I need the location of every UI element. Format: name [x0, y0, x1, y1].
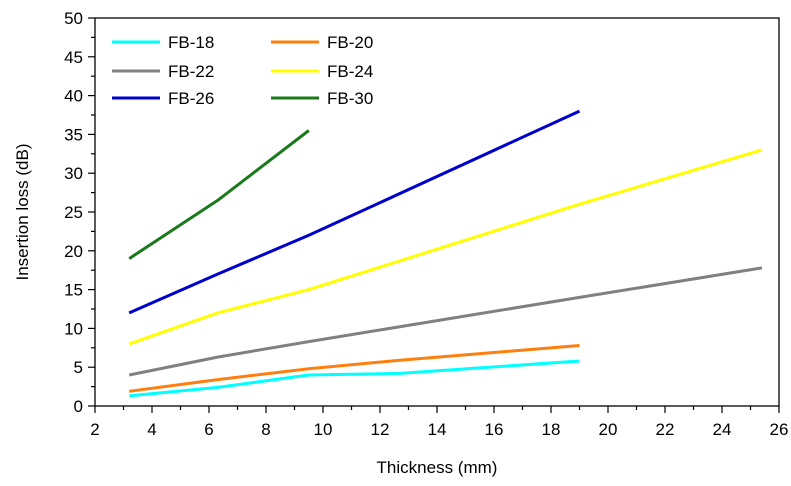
y-tick-label: 40 — [64, 87, 83, 106]
y-tick-label: 15 — [64, 281, 83, 300]
x-tick-label: 4 — [147, 420, 156, 439]
x-axis-title: Thickness (mm) — [377, 458, 498, 477]
y-tick-label: 0 — [74, 397, 83, 416]
series-line-fb-18 — [129, 359, 580, 398]
x-tick-label: 12 — [371, 420, 390, 439]
series-line-fb-22 — [128, 266, 763, 377]
x-tick-label: 8 — [261, 420, 270, 439]
x-tick-label: 16 — [485, 420, 504, 439]
y-tick-label: 25 — [64, 203, 83, 222]
x-tick-label: 14 — [428, 420, 447, 439]
y-axis-ticks: 0 5 10 15 20 25 30 35 40 45 50 — [64, 9, 95, 416]
x-tick-label: 2 — [90, 420, 99, 439]
legend: FB-18 FB-20 FB-22 FB-24 FB-26 FB-30 — [112, 33, 373, 108]
x-tick-label: 20 — [599, 420, 618, 439]
legend-label-fb-20: FB-20 — [327, 33, 373, 52]
series-line-fb-24 — [128, 148, 763, 346]
x-tick-label: 10 — [314, 420, 333, 439]
x-tick-label: 22 — [656, 420, 675, 439]
axes-layer: 2 4 6 8 10 12 14 16 18 20 22 24 26 05101520253035404… — [13, 9, 788, 477]
legend-label-fb-18: FB-18 — [168, 33, 214, 52]
y-tick-label: 10 — [64, 319, 83, 338]
x-tick-label: 18 — [542, 420, 561, 439]
plot-layer — [128, 109, 763, 398]
legend-label-fb-30: FB-30 — [327, 89, 373, 108]
x-tick-label: 24 — [713, 420, 732, 439]
x-axis-ticks: 2 4 6 8 10 12 14 16 18 20 22 24 26 — [90, 406, 788, 439]
legend-label-fb-26: FB-26 — [168, 89, 214, 108]
y-tick-label: 45 — [64, 48, 83, 67]
y-axis-title: Insertion loss (dB) — [13, 144, 32, 281]
legend-label-fb-24: FB-24 — [327, 62, 373, 81]
y-tick-label: 30 — [64, 164, 83, 183]
y-tick-label: 20 — [64, 242, 83, 261]
x-tick-label: 6 — [204, 420, 213, 439]
y-tick-label: 35 — [64, 125, 83, 144]
y-tick-label: 5 — [74, 358, 83, 377]
legend-label-fb-22: FB-22 — [168, 62, 214, 81]
y-tick-label: 50 — [64, 9, 83, 28]
series-line-fb-30 — [128, 129, 310, 260]
series-line-fb-26 — [128, 109, 581, 315]
x-tick-label: 26 — [770, 420, 789, 439]
series-line-fb-20 — [129, 344, 580, 393]
